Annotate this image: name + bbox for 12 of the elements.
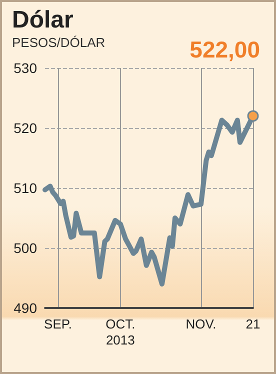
chart-title: Dólar (12, 6, 74, 34)
x-tick-label: NOV. (186, 316, 216, 332)
y-tick-label: 500 (14, 240, 38, 256)
x-tick-label: SEP. (44, 316, 72, 332)
x-tick-label: 21 (246, 316, 260, 332)
y-tick-label: 520 (14, 120, 38, 136)
y-tick-label: 490 (14, 300, 38, 316)
y-axis-title: PESOS/DÓLAR (12, 35, 106, 50)
annotation: 522,00 (190, 36, 260, 62)
y-tick-label: 530 (14, 60, 38, 76)
x-tick-label: OCT. 2013 (106, 316, 136, 348)
y-tick-label: 510 (14, 180, 38, 196)
